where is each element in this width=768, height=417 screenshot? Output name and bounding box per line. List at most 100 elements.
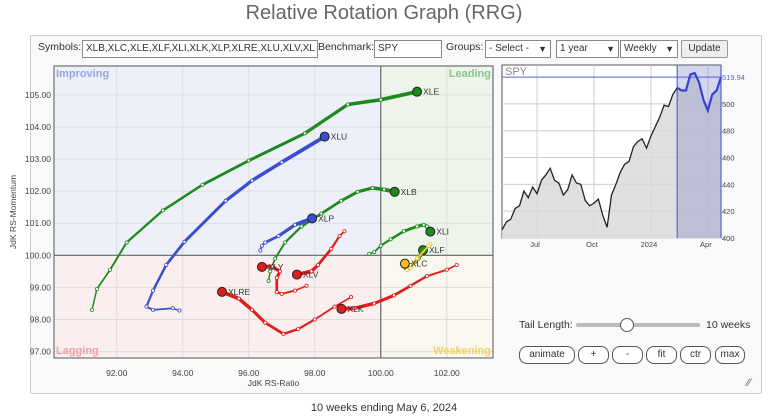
tail-segment (96, 268, 111, 290)
fit-button[interactable]: fit (646, 346, 677, 364)
benchmark-area (502, 73, 721, 238)
groups-label: Groups: (446, 41, 484, 53)
chevron-down-icon: ▼ (538, 44, 547, 54)
tail-point (378, 243, 383, 248)
chevron-down-icon: ▼ (606, 44, 615, 54)
benchmark-y-tick: 480 (722, 127, 735, 136)
tail-point (170, 306, 175, 311)
tail-segment (333, 296, 352, 308)
symbols-input[interactable]: XLB,XLC,XLE,XLF,XLI,XLK,XLP,XLRE,XLU,XLV… (82, 40, 318, 58)
y-tick-label: 103.00 (25, 154, 51, 164)
groups-select[interactable]: - Select - ▼ (485, 40, 551, 58)
benchmark-x-tick: 2024 (641, 240, 658, 249)
tail-point (444, 267, 449, 272)
tail-point (332, 304, 337, 309)
head-marker-xlv (291, 269, 302, 280)
page-title: Relative Rotation Graph (RRG) (245, 2, 523, 24)
quadrant-label-lagging: Lagging (56, 345, 99, 357)
tail-segment (392, 284, 412, 297)
tail-xli: XLI (367, 222, 449, 256)
tail-point (273, 256, 278, 261)
tail-point (299, 224, 304, 229)
tail-point (401, 229, 406, 234)
series-label: XLK (347, 304, 363, 314)
tail-point (259, 243, 264, 248)
tail-point (342, 229, 347, 234)
y-tick-label: 97.00 (30, 347, 52, 357)
tail-segment (91, 288, 98, 311)
tail-segment (201, 159, 251, 187)
tail-xlre: XLRE (217, 286, 354, 336)
tail-segment (356, 186, 375, 194)
tail-point (292, 222, 297, 227)
tail-point (292, 288, 297, 293)
quadrant-label-leading: Leading (449, 68, 491, 80)
zoom-in-button[interactable]: + (578, 346, 609, 364)
tail-point (421, 222, 426, 227)
benchmark-price-line (501, 87, 678, 231)
series-label: XLF (429, 245, 445, 255)
y-tick-label: 105.00 (25, 90, 51, 100)
tail-point (415, 256, 420, 261)
period-select[interactable]: 1 year ▼ (556, 40, 619, 58)
center-button[interactable]: ctr (680, 346, 711, 364)
tail-segment (283, 225, 303, 244)
tail-segment (223, 178, 254, 203)
series-label: XLB (401, 187, 417, 197)
quadrant-weakening (380, 255, 493, 358)
tail-point (164, 262, 169, 267)
tail-point (408, 266, 413, 271)
tail-xlv: XLV (291, 229, 347, 280)
tail-point (329, 246, 334, 251)
tail-segment (426, 268, 448, 278)
tail-point (345, 102, 350, 107)
tail-point (89, 307, 94, 312)
tail-point (304, 283, 309, 288)
x-tick-label: 100.00 (368, 368, 394, 378)
x-tick-label: 92.00 (106, 368, 128, 378)
tail-segment (247, 131, 307, 163)
x-tick-label: 94.00 (172, 368, 194, 378)
tail-length-slider[interactable] (576, 318, 700, 332)
series-label: XLRE (228, 287, 251, 297)
animate-button[interactable]: animate (519, 346, 575, 364)
tail-point (408, 283, 413, 288)
head-marker-xlc (399, 258, 410, 269)
tail-point (312, 317, 317, 322)
tail-point (283, 240, 288, 245)
tail-segment (263, 234, 280, 244)
slider-handle[interactable] (619, 318, 634, 332)
series-label: XLC (411, 259, 428, 269)
benchmark-y-tick: 460 (722, 154, 735, 163)
tail-segment (250, 308, 267, 325)
interval-value: Weekly (624, 43, 657, 54)
tail-point (246, 158, 251, 163)
tail-length-label: Tail Length: (519, 319, 573, 331)
tail-point (424, 274, 429, 279)
zoom-out-button[interactable]: - (612, 346, 643, 364)
y-tick-label: 98.00 (30, 314, 52, 324)
tail-segment (345, 97, 383, 107)
benchmark-input[interactable]: SPY (374, 40, 442, 58)
tail-segment (415, 244, 430, 260)
tail-segment (276, 223, 297, 238)
max-button[interactable]: max (715, 346, 745, 364)
update-button[interactable]: Update (681, 40, 728, 58)
resize-handle-icon[interactable]: ⁄⁄ (747, 377, 751, 389)
tail-segment (316, 247, 333, 267)
tail-segment (279, 134, 327, 165)
x-axis-label: JdK RS-Ratio (248, 378, 300, 388)
x-tick-label: 98.00 (304, 368, 326, 378)
tail-segment (402, 225, 419, 233)
tail-point (278, 269, 283, 274)
quadrant-lagging (54, 255, 381, 358)
tail-segment (297, 318, 316, 331)
y-tick-label: 102.00 (25, 186, 51, 196)
tail-point (263, 320, 268, 325)
tail-segment (250, 160, 284, 183)
tail-point (415, 224, 420, 229)
interval-select[interactable]: Weekly ▼ (620, 40, 678, 58)
tail-point (268, 269, 273, 274)
tail-point (124, 240, 129, 245)
quadrant-leading (380, 66, 493, 256)
